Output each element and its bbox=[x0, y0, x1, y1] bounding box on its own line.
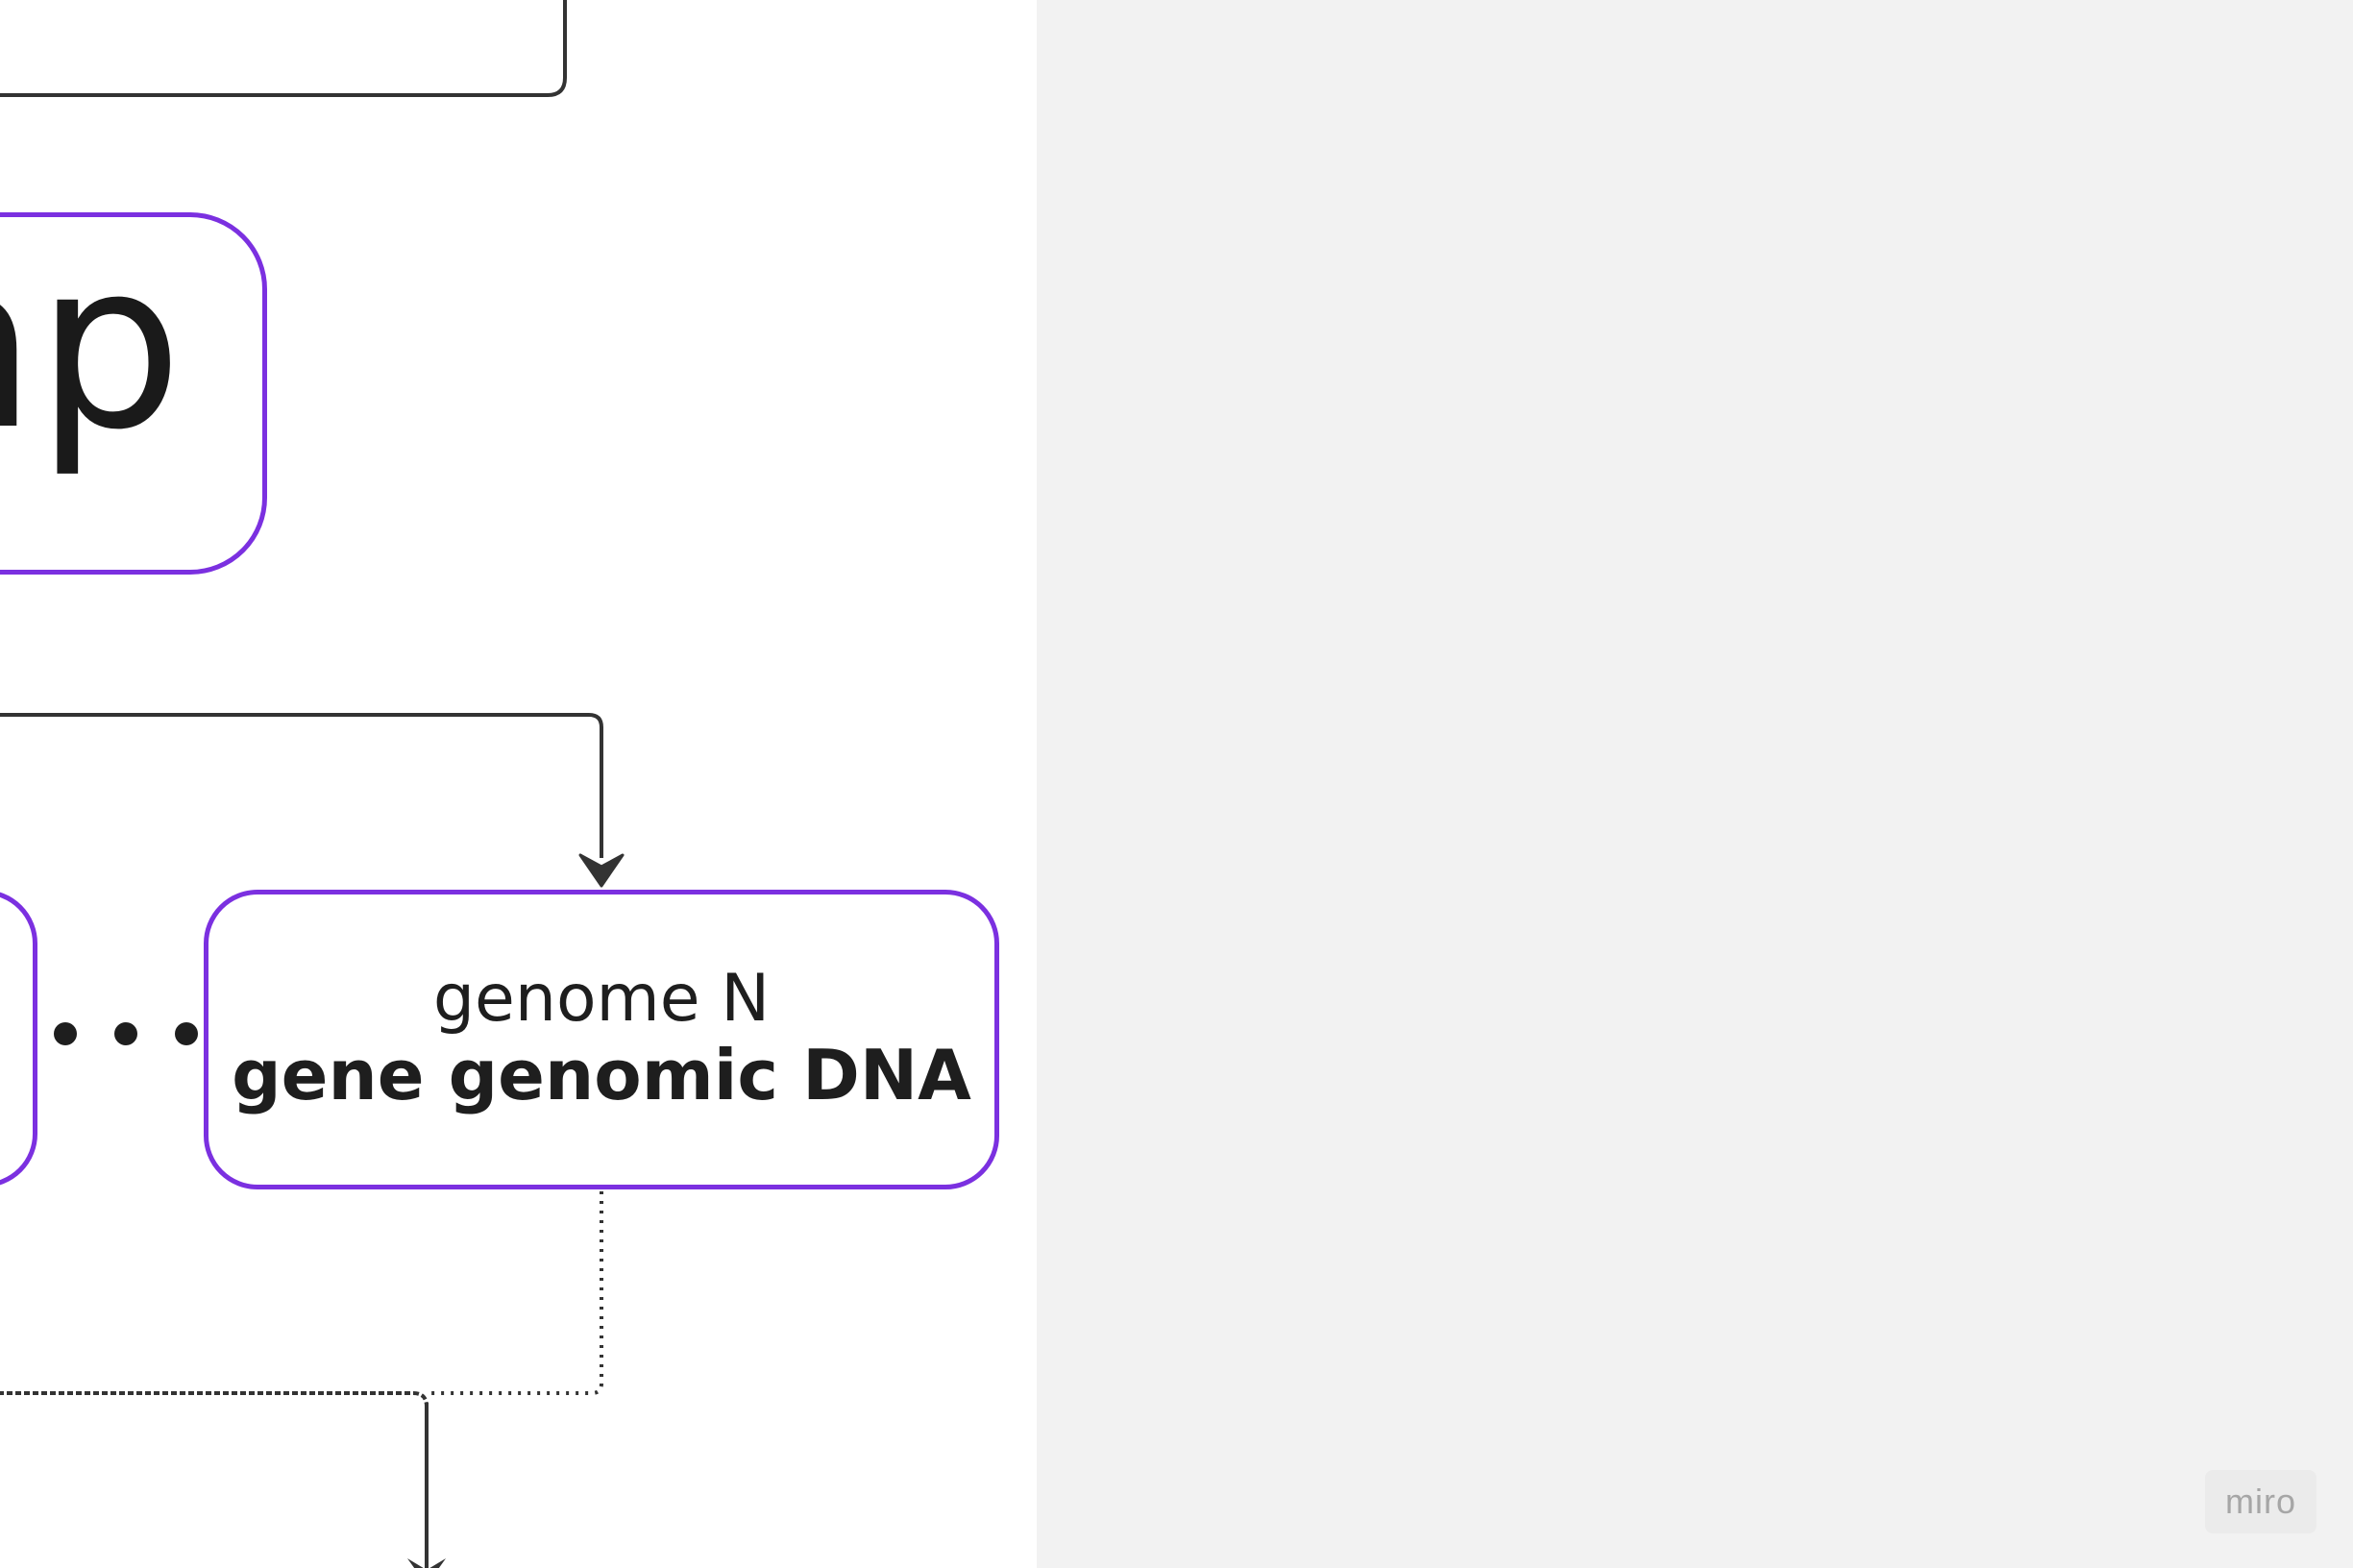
ellipsis-dot bbox=[175, 1022, 198, 1045]
ellipsis-dot bbox=[114, 1022, 137, 1045]
arrowhead-genome-n bbox=[578, 853, 625, 888]
diagram-canvas: np genome N gene genomic DNA bbox=[0, 0, 1037, 1568]
merged-arrowhead bbox=[407, 1558, 446, 1568]
side-node[interactable] bbox=[0, 890, 37, 1188]
genome-n-node[interactable]: genome N gene genomic DNA bbox=[204, 890, 999, 1189]
genome-n-title: genome N bbox=[432, 961, 771, 1038]
dotted-connector-from-genome-n bbox=[427, 1191, 603, 1395]
big-node-label: np bbox=[0, 211, 183, 480]
big-node[interactable] bbox=[0, 212, 267, 575]
ellipsis bbox=[54, 1015, 198, 1053]
miro-watermark[interactable]: miro bbox=[2205, 1470, 2316, 1533]
connectors-layer bbox=[0, 0, 625, 1568]
genome-n-subtitle: gene genomic DNA bbox=[232, 1035, 971, 1115]
connector-to-genome-n bbox=[0, 713, 603, 858]
ellipsis-dot bbox=[54, 1022, 77, 1045]
top-box-outline bbox=[0, 0, 567, 97]
dashed-connector-from-left bbox=[0, 1391, 429, 1408]
